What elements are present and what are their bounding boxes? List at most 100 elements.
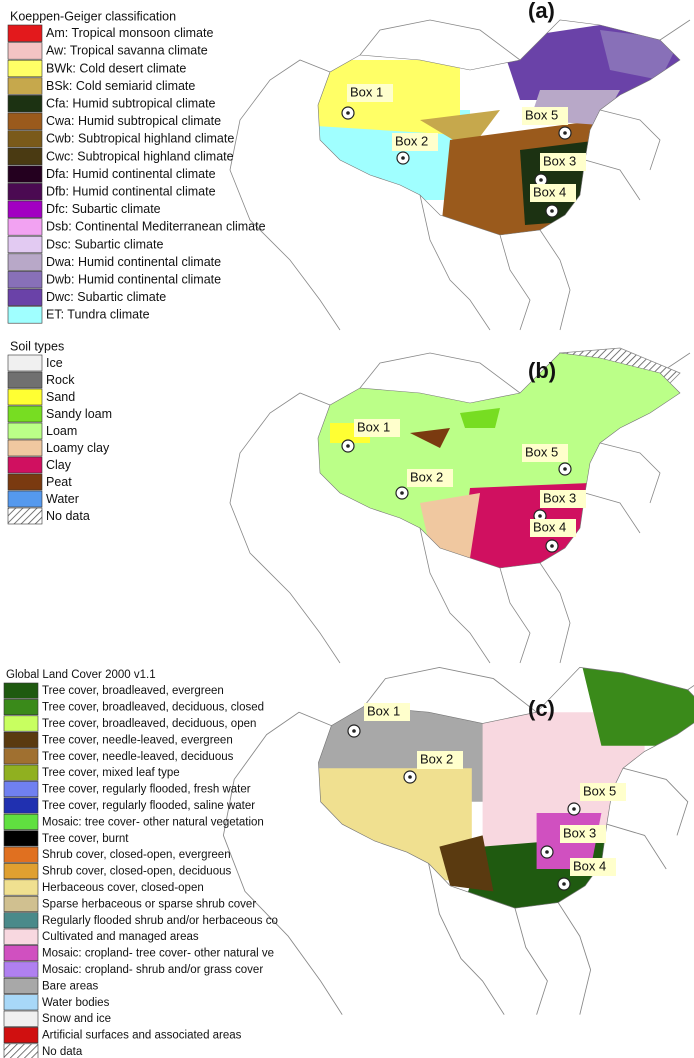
legend-label: Water: [46, 492, 79, 506]
box-marker-dot: [401, 156, 405, 160]
country-border: [557, 902, 592, 1015]
legend-label: Mosaic: cropland- tree cover- other natu…: [42, 948, 274, 960]
country-border: [499, 567, 531, 664]
box-label-bg: [417, 751, 463, 769]
legend-swatch: [7, 200, 43, 218]
legend-label: Dfc: Subartic climate: [46, 202, 161, 216]
legend-label: Ice: [46, 356, 63, 370]
legend-swatch: [7, 473, 43, 491]
legend-label: Artificial surfaces and associated areas: [42, 1030, 242, 1042]
legend-label: Dsb: Continental Mediterranean climate: [46, 220, 266, 234]
legend-label: Mosaic: cropland- shrub and/or grass cov…: [42, 964, 263, 976]
legend-swatch: [3, 797, 39, 814]
box-label: Box 5: [583, 783, 616, 798]
legend-label: Dfa: Humid continental climate: [46, 167, 216, 181]
legend-label: Dfb: Humid continental climate: [46, 184, 216, 198]
legend-label: Rock: [46, 373, 75, 387]
country-border: [229, 392, 341, 664]
legend-swatch: [3, 928, 39, 945]
legend-swatch: [3, 994, 39, 1011]
legend-label: Cwb: Subtropical highland climate: [46, 132, 234, 146]
box-marker-dot: [550, 544, 554, 548]
box-marker-dot: [408, 775, 412, 779]
panel: (b) Soil types Ice Rock Sand Sandy loam Loam Lo…: [7, 339, 691, 664]
box-label-bg: [364, 703, 410, 721]
box-label: Box 2: [410, 469, 443, 484]
legend-label: Sparse herbaceous or sparse shrub cover: [42, 898, 256, 910]
china-map: [318, 20, 680, 235]
legend-swatch: [3, 699, 39, 716]
legend-label: BWk: Cold desert climate: [46, 61, 186, 75]
country-border: [539, 562, 571, 664]
country-border: [419, 527, 491, 664]
legend-swatch: [7, 388, 43, 406]
legend-swatch: [3, 748, 39, 765]
legend-label: Peat: [46, 475, 72, 489]
legend-label: No data: [42, 1046, 83, 1058]
legend-swatch: [7, 235, 43, 254]
country-border: [599, 442, 661, 504]
legend-swatch: [3, 715, 39, 732]
legend-swatch: [7, 354, 43, 372]
panel-label: (c): [528, 696, 555, 721]
legend-label: Dwa: Humid continental climate: [46, 255, 221, 269]
legend-label: Clay: [46, 458, 72, 472]
legend-swatch: [7, 288, 43, 306]
box-label-bg: [540, 153, 586, 171]
legend-label: Sand: [46, 390, 75, 404]
panel: (c) Global Land Cover 2000 v1.1 Tree cover…: [3, 666, 694, 1058]
box-marker-dot: [346, 444, 350, 448]
legend-label: Regularly flooded shrub and/or herbaceou…: [42, 915, 278, 927]
box-marker-dot: [562, 882, 566, 886]
china-map: [318, 353, 680, 568]
box-marker-dot: [538, 514, 542, 518]
legend-swatch: [7, 371, 43, 389]
land-region: [410, 428, 450, 448]
box-label: Box 4: [573, 858, 606, 873]
legend-swatch: [3, 879, 39, 896]
legend-swatch: [3, 1043, 39, 1058]
legend-swatch: [3, 846, 39, 863]
box-label-bg: [580, 783, 626, 801]
box-label: Box 3: [543, 490, 576, 505]
legend-label: Cwa: Humid subtropical climate: [46, 114, 221, 128]
box-label: Box 4: [533, 184, 566, 199]
legend-swatch: [7, 24, 43, 42]
legend-label: Bare areas: [42, 980, 99, 992]
china-map: [318, 667, 694, 909]
box-label: Box 4: [533, 519, 566, 534]
legend-swatch: [7, 405, 43, 423]
legend-title: Koeppen-Geiger classification: [10, 9, 176, 23]
map: [229, 347, 691, 664]
legend-label: Tree cover, broadleaved, deciduous, clos…: [42, 702, 264, 714]
box-label: Box 1: [357, 419, 390, 434]
box-label-bg: [347, 84, 393, 102]
country-border: [363, 666, 537, 713]
country-border: [359, 352, 521, 394]
legend-label: Dsc: Subartic climate: [46, 237, 163, 251]
country-border: [606, 823, 667, 870]
box-label-bg: [522, 107, 568, 125]
box-label: Box 3: [543, 153, 576, 168]
box-marker-dot: [572, 807, 576, 811]
legend-label: Mosaic: tree cover- other natural vegeta…: [42, 816, 264, 828]
land-region: [600, 30, 680, 80]
legend: Global Land Cover 2000 v1.1 Tree cover, b…: [3, 669, 278, 1058]
legend-label: Cfa: Humid subtropical climate: [46, 96, 216, 110]
legend-label: Tree cover, regularly flooded, fresh wat…: [42, 784, 251, 796]
country-border: [584, 492, 641, 534]
legend-swatch: [7, 507, 43, 525]
legend-swatch: [7, 147, 43, 166]
box-label: Box 1: [367, 703, 400, 718]
legend: Soil types Ice Rock Sand Sandy loam Loam Loamy…: [7, 339, 112, 525]
country-border: [599, 109, 661, 171]
box-label-bg: [522, 444, 568, 462]
legend-swatch: [3, 813, 39, 830]
legend-swatch: [3, 895, 39, 912]
legend-swatch: [7, 271, 43, 289]
box-marker-dot: [563, 467, 567, 471]
legend-label: ET: Tundra climate: [46, 308, 150, 322]
legend-swatch: [7, 130, 43, 148]
legend-label: Tree cover, broadleaved, deciduous, open: [42, 718, 256, 730]
legend-label: Am: Tropical monsoon climate: [46, 26, 213, 40]
